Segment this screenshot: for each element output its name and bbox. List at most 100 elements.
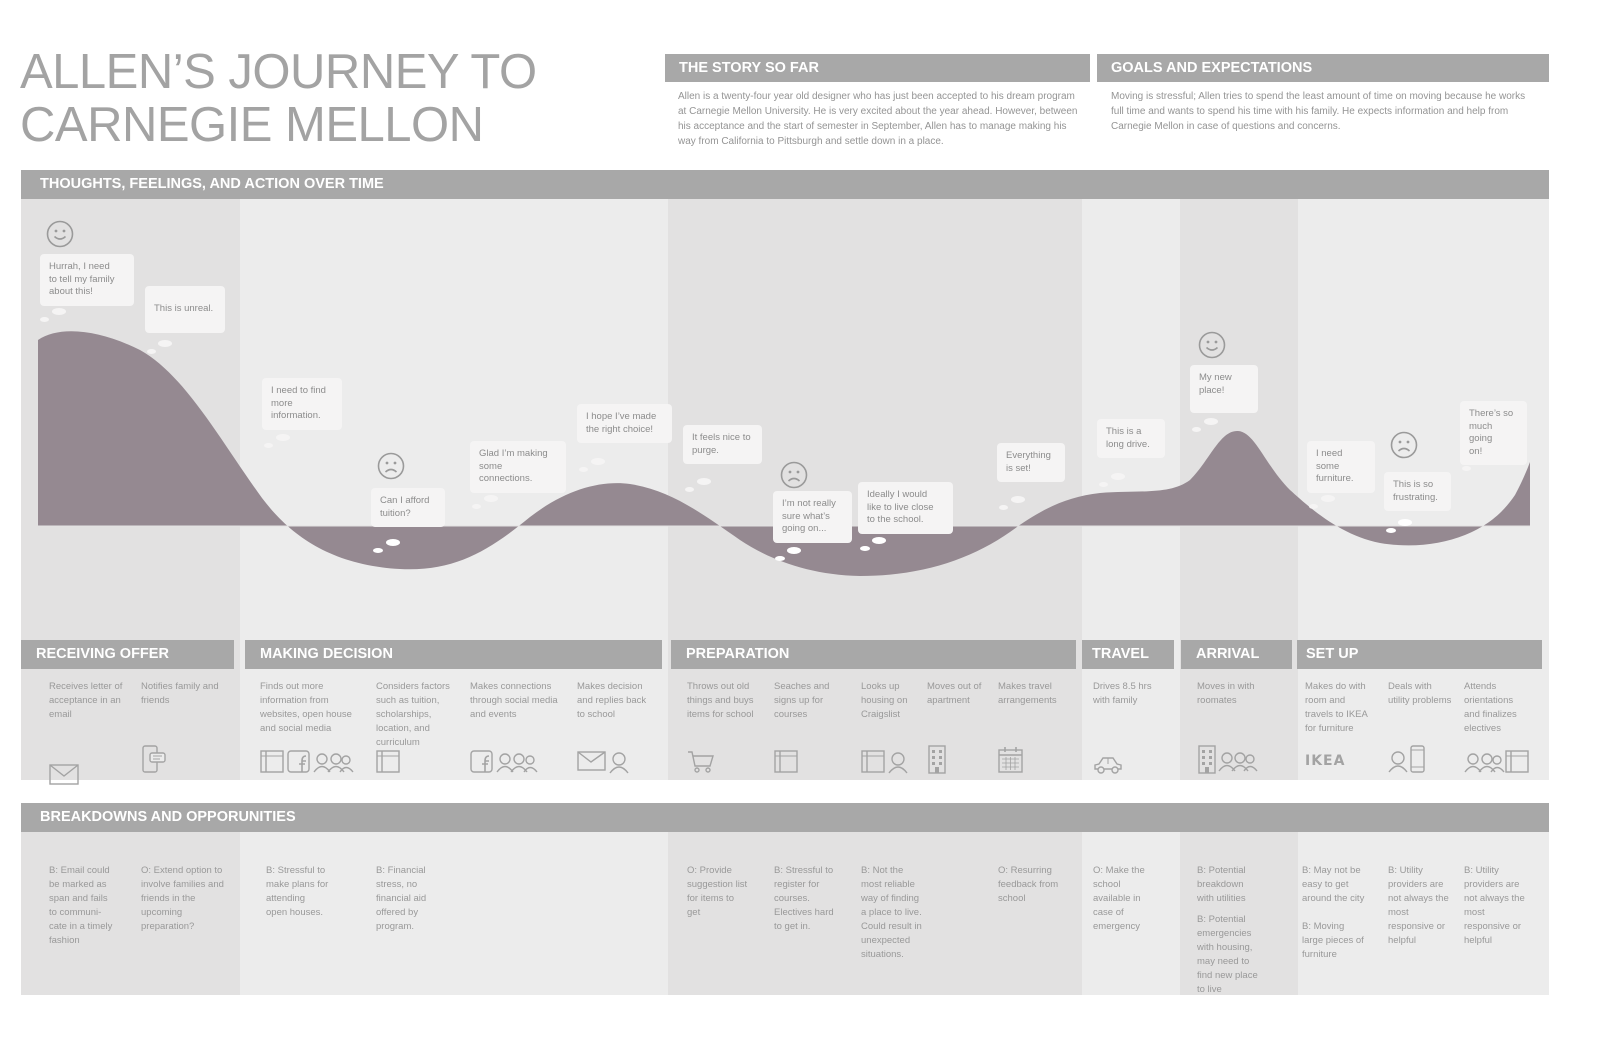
goals-line: Carnegie Mellon in case of questions and… (1111, 121, 1341, 132)
bubble-tail (775, 556, 785, 561)
bubble-tail (1192, 427, 1201, 432)
thought-bubble: Glad I’m making some connections. (470, 441, 566, 493)
action-text: Seaches and signs up for courses (774, 681, 830, 720)
book-icon (861, 750, 885, 773)
bubble-tail (1386, 528, 1396, 533)
title-line-2: CARNEGIE MELLON (20, 98, 484, 152)
bubble-tail (787, 547, 801, 554)
bubble-tail (472, 504, 481, 509)
stage-receiving-offer: RECEIVING OFFER (21, 640, 234, 669)
story-line: way from California to Pittsburgh and se… (678, 136, 944, 147)
people-icon (496, 753, 538, 773)
action-text: Makes travel arrangements (998, 681, 1057, 706)
breakdown-text: B: Financial stress, no financial aid offer… (376, 865, 427, 932)
car-icon (1094, 757, 1122, 774)
bubble-tail (40, 317, 49, 322)
breakdown-text: O: Resurring feedback from school (998, 865, 1059, 904)
breakdown-text: B: Utility providers are not always the mos… (1388, 865, 1449, 946)
envelope-icon (49, 764, 79, 785)
breakdown-text: O: Provide suggestion list for items to get (687, 865, 748, 918)
sad-face-icon (1390, 431, 1418, 459)
bubble-tail (685, 487, 694, 492)
people-icon (1218, 752, 1258, 772)
thought-bubble: There’s so much going on! (1460, 401, 1527, 465)
bubble-tail (276, 434, 290, 441)
breakdown-text: B: Stressful to make plans for attending op… (266, 865, 329, 918)
thought-bubble: This is unreal. (145, 286, 225, 333)
breakdown-text: O: Extend option to involve families and f… (141, 865, 224, 932)
bk-band-1 (21, 832, 240, 995)
story-heading: THE STORY SO FAR (665, 54, 1090, 82)
facebook-icon (287, 750, 310, 773)
sad-face-icon (377, 452, 405, 480)
phone-chat-icon (142, 745, 166, 773)
bk-band-4 (1082, 832, 1180, 995)
bk-band-5 (1180, 832, 1298, 995)
thought-bubble: I’m not really sure what’s going on... (773, 491, 852, 543)
action-text: Looks up housing on Craigslist (861, 681, 908, 720)
bubble-tail (1321, 495, 1335, 502)
thought-bubble: Everything is set! (997, 443, 1065, 482)
story-line: at Carnegie Mellon University. He is ver… (678, 106, 1078, 117)
bubble-tail (1462, 466, 1471, 471)
title-line-1: ALLEN’S JOURNEY TO (20, 45, 537, 99)
story-line: his acceptance and the start of semester… (678, 121, 1067, 132)
action-text: Finds out more information from websites, … (260, 681, 352, 734)
phone-icon (1410, 745, 1425, 773)
action-text: Moves in with roomates (1197, 681, 1255, 706)
building-icon (928, 745, 946, 774)
thought-bubble: I need to find more information. (262, 378, 342, 430)
ikea-logo: IKEA (1305, 753, 1346, 769)
goals-text: Moving is stressful; Allen tries to spen… (1111, 89, 1551, 134)
breakdown-text: B: May not be easy to get around the city B… (1302, 865, 1365, 960)
envelope-icon (577, 751, 606, 771)
action-text: Makes decision and replies back to school (577, 681, 647, 720)
calendar-icon (998, 747, 1023, 773)
bubble-tail (872, 537, 886, 544)
stage-making-decision: MAKING DECISION (245, 640, 662, 669)
bubble-tail (1111, 473, 1125, 480)
envelope-person-icons (577, 751, 629, 774)
people-book-icons (1464, 750, 1529, 773)
book-facebook-people-icons (260, 750, 354, 773)
story-text: Allen is a twenty-four year old designer… (678, 89, 1093, 149)
book-icon (1505, 750, 1529, 773)
action-text: Moves out of apartment (927, 681, 982, 706)
bubble-tail (1309, 504, 1318, 509)
bubble-tail (147, 349, 156, 354)
bubble-tail (999, 505, 1008, 510)
bubble-tail (591, 458, 605, 465)
person-phone-icons (1388, 745, 1425, 773)
breakdown-text: B: Potential breakdown with utilities B: Po… (1197, 865, 1258, 995)
stage-travel: TRAVEL (1082, 640, 1174, 669)
facebook-people-icons (470, 750, 538, 773)
bubble-tail (158, 340, 172, 347)
people-icon (1464, 753, 1505, 773)
goals-line: Moving is stressful; Allen tries to spen… (1111, 91, 1526, 102)
action-text: Notifies family and friends (141, 681, 219, 706)
cart-icon (688, 751, 714, 773)
stage-preparation: PREPARATION (671, 640, 1076, 669)
action-text: Considers factors such as tuition, scholar… (376, 681, 450, 748)
stage-arrival: ARRIVAL (1181, 640, 1292, 669)
emotion-area (38, 331, 1530, 576)
book-icon (260, 750, 284, 773)
bubble-tail (484, 495, 498, 502)
breakdowns-heading: BREAKDOWNS AND OPPORUNITIES (21, 803, 1549, 832)
bubble-tail (697, 478, 711, 485)
bubble-tail (579, 467, 588, 472)
breakdown-text: B: Stressful to register for courses. Elect… (774, 865, 834, 932)
action-text: Deals with utility problems (1388, 681, 1452, 706)
bubble-tail (1398, 519, 1412, 526)
action-text: Receives letter of acceptance in an email (49, 681, 123, 720)
bubble-tail (1204, 418, 1218, 425)
stage-set-up: SET UP (1297, 640, 1542, 669)
thought-bubble: This is a long drive. (1097, 419, 1165, 458)
breakdown-text: B: Utility providers are not always the mos… (1464, 865, 1525, 946)
thought-bubble: I need some furniture. (1307, 441, 1375, 493)
story-line: Allen is a twenty-four year old designer… (678, 91, 1075, 102)
thought-bubble: It feels nice to purge. (683, 425, 762, 464)
book-person-icons (861, 750, 908, 774)
person-icon (888, 752, 908, 774)
bubble-tail (386, 539, 400, 546)
